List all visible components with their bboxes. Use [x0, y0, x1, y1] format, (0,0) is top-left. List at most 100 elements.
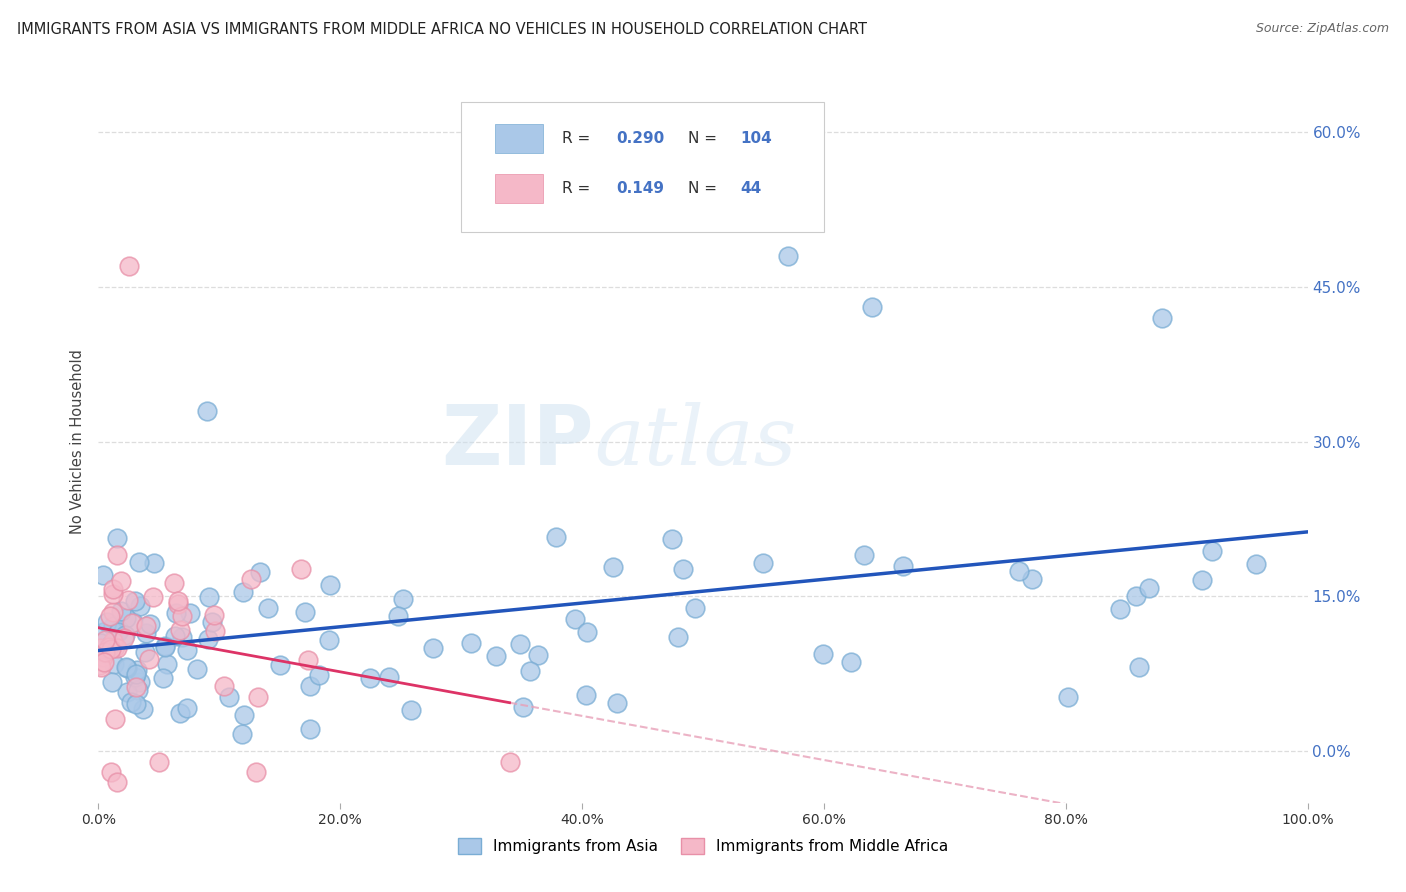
- FancyBboxPatch shape: [495, 174, 543, 203]
- Point: [122, 615, 145, 629]
- Point: [546, 530, 568, 544]
- Point: [118, 259, 141, 273]
- Point: [1021, 572, 1043, 586]
- Point: [103, 657, 125, 671]
- Point: [484, 648, 506, 663]
- Point: [509, 636, 531, 650]
- Point: [100, 639, 122, 653]
- Point: [93, 655, 115, 669]
- Point: [108, 623, 131, 637]
- Point: [115, 610, 138, 624]
- Point: [148, 755, 170, 769]
- Point: [512, 699, 534, 714]
- Point: [127, 683, 149, 698]
- Text: N =: N =: [689, 130, 723, 145]
- Text: 104: 104: [741, 130, 772, 145]
- Point: [197, 632, 219, 646]
- Point: [105, 531, 128, 545]
- Point: [125, 663, 148, 677]
- Point: [107, 624, 129, 639]
- Point: [138, 651, 160, 665]
- Point: [179, 606, 201, 620]
- Point: [112, 631, 135, 645]
- Point: [218, 690, 240, 705]
- Point: [105, 548, 128, 562]
- Point: [121, 616, 143, 631]
- Point: [460, 635, 482, 649]
- Text: N =: N =: [689, 181, 723, 196]
- Point: [117, 593, 139, 607]
- Point: [318, 633, 340, 648]
- Point: [839, 655, 862, 669]
- Point: [606, 696, 628, 710]
- Point: [163, 575, 186, 590]
- Point: [101, 634, 124, 648]
- Point: [201, 615, 224, 629]
- Point: [240, 572, 263, 586]
- Point: [139, 616, 162, 631]
- Point: [167, 597, 190, 611]
- Point: [172, 631, 194, 645]
- Point: [100, 764, 122, 779]
- Point: [91, 567, 114, 582]
- Point: [655, 207, 678, 221]
- Point: [399, 703, 422, 717]
- Text: R =: R =: [561, 130, 595, 145]
- Point: [104, 712, 127, 726]
- Point: [110, 604, 132, 618]
- Point: [91, 650, 114, 665]
- Point: [752, 556, 775, 570]
- Point: [1137, 581, 1160, 595]
- Point: [120, 695, 142, 709]
- FancyBboxPatch shape: [495, 124, 543, 153]
- Point: [1128, 660, 1150, 674]
- Point: [602, 560, 624, 574]
- Point: [661, 532, 683, 546]
- Point: [89, 657, 111, 672]
- Legend: Immigrants from Asia, Immigrants from Middle Africa: Immigrants from Asia, Immigrants from Mi…: [451, 832, 955, 860]
- Point: [811, 647, 834, 661]
- Point: [91, 624, 114, 639]
- Point: [115, 660, 138, 674]
- Point: [672, 562, 695, 576]
- Point: [1244, 557, 1267, 571]
- Point: [575, 689, 598, 703]
- Text: IMMIGRANTS FROM ASIA VS IMMIGRANTS FROM MIDDLE AFRICA NO VEHICLES IN HOUSEHOLD C: IMMIGRANTS FROM ASIA VS IMMIGRANTS FROM …: [17, 22, 868, 37]
- Point: [129, 599, 152, 613]
- Point: [96, 615, 118, 629]
- Point: [98, 609, 121, 624]
- Text: atlas: atlas: [595, 401, 797, 482]
- Point: [90, 635, 112, 649]
- Point: [269, 657, 291, 672]
- Point: [101, 674, 124, 689]
- Point: [776, 249, 799, 263]
- Point: [308, 667, 330, 681]
- FancyBboxPatch shape: [461, 102, 824, 232]
- Point: [1108, 602, 1130, 616]
- Point: [519, 664, 541, 678]
- Point: [891, 558, 914, 573]
- Point: [1057, 690, 1080, 704]
- Point: [128, 555, 150, 569]
- Point: [176, 700, 198, 714]
- Point: [89, 641, 111, 656]
- Point: [91, 646, 114, 660]
- Point: [117, 685, 139, 699]
- Point: [422, 641, 444, 656]
- Point: [90, 660, 112, 674]
- Point: [195, 403, 218, 417]
- Point: [204, 624, 226, 638]
- Point: [297, 653, 319, 667]
- Point: [94, 633, 117, 648]
- Point: [212, 679, 235, 693]
- Point: [93, 645, 115, 659]
- Point: [165, 607, 187, 621]
- Point: [125, 680, 148, 694]
- Point: [124, 667, 146, 681]
- Point: [186, 662, 208, 676]
- Point: [249, 566, 271, 580]
- Point: [378, 670, 401, 684]
- Point: [115, 661, 138, 675]
- Point: [232, 707, 254, 722]
- Point: [135, 626, 157, 640]
